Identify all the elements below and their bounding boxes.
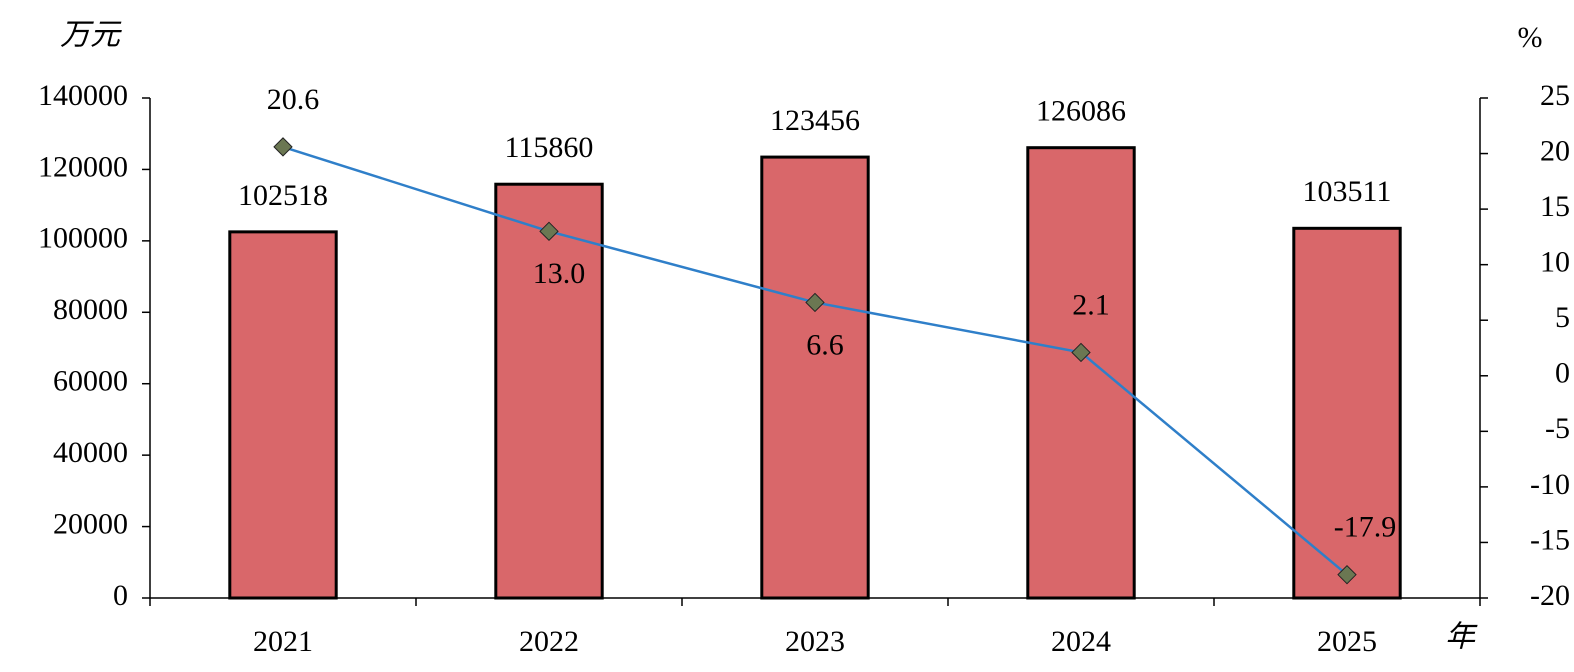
line-marker [273, 137, 293, 157]
y-tick-label: 60000 [53, 365, 128, 398]
y2-tick-label: -5 [1545, 412, 1570, 445]
bar [228, 230, 338, 600]
bar-value-label: 126086 [1036, 95, 1126, 128]
line-value-label: 13.0 [533, 257, 586, 290]
y2-tick-label: 25 [1540, 79, 1570, 112]
bar-value-label: 102518 [238, 179, 328, 212]
line-marker [539, 221, 559, 242]
x-axis-label: 年 [1445, 620, 1478, 655]
line-marker [1337, 564, 1357, 585]
y-tick-label: 100000 [38, 222, 128, 255]
x-tick-label: 2024 [1051, 625, 1111, 658]
y-tick-label: 120000 [38, 150, 128, 183]
y-tick-label: 40000 [53, 436, 128, 469]
y2-tick-label: 0 [1555, 357, 1570, 390]
y-tick-label: 0 [113, 579, 128, 612]
y2-tick-label: 20 [1540, 134, 1570, 167]
line-marker [1071, 342, 1091, 363]
y2-tick-label: 10 [1540, 246, 1570, 279]
y-tick-label: 20000 [53, 507, 128, 540]
line-marker [805, 292, 825, 313]
x-tick-label: 2022 [519, 625, 579, 658]
bar-value-label: 103511 [1303, 175, 1392, 208]
y2-tick-label: 15 [1540, 190, 1570, 223]
line-value-label: 2.1 [1072, 288, 1110, 321]
x-tick-label: 2021 [253, 625, 313, 658]
y-axis-unit: 万元 [60, 18, 122, 53]
bar-value-label: 123456 [770, 104, 860, 137]
line-value-label: 20.6 [267, 83, 320, 116]
y-tick-label: 140000 [38, 79, 128, 112]
y2-tick-label: 5 [1555, 301, 1570, 334]
y2-tick-label: -15 [1530, 523, 1570, 556]
y-tick-label: 80000 [53, 293, 128, 326]
y2-axis-unit: % [1518, 21, 1543, 54]
bar [760, 155, 870, 600]
x-tick-label: 2023 [785, 625, 845, 658]
bar [1026, 146, 1136, 600]
x-tick-label: 2025 [1317, 625, 1377, 658]
y2-tick-label: -20 [1530, 579, 1570, 612]
y2-tick-label: -10 [1530, 468, 1570, 501]
line-value-label: 6.6 [806, 328, 844, 361]
line-value-label: -17.9 [1334, 511, 1397, 544]
bar-value-label: 115860 [505, 131, 594, 164]
bar [1292, 226, 1402, 600]
bar [494, 182, 604, 600]
